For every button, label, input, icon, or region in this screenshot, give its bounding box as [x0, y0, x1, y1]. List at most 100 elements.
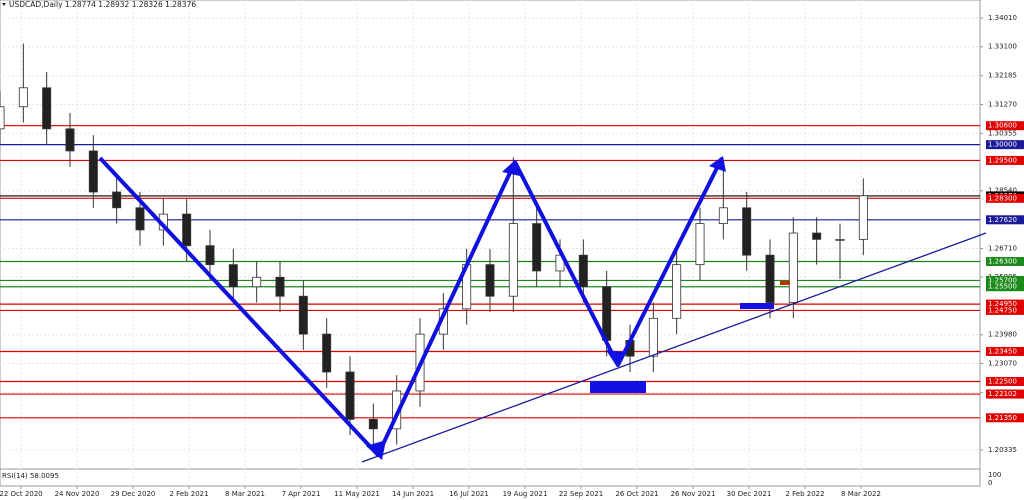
- level-label: 1.22102: [988, 390, 1017, 398]
- pattern-arrows: [98, 156, 724, 457]
- level-label: 1.27620: [988, 216, 1017, 224]
- candle-body: [0, 106, 5, 130]
- candle-body: [42, 87, 52, 130]
- candle-body: [578, 254, 588, 288]
- level-label-box: [986, 121, 1024, 131]
- level-label-box: [986, 193, 1024, 203]
- level-label-box: [986, 299, 1024, 309]
- candle-body: [485, 264, 495, 297]
- zone: [590, 381, 646, 393]
- candle-body: [182, 213, 192, 247]
- level-label: 1.29500: [988, 156, 1017, 164]
- arrow-head: [502, 160, 520, 176]
- y-tick-label: 1.26710: [988, 245, 1017, 253]
- indicator-tick: 0: [988, 479, 992, 487]
- level-label: 1.24750: [988, 306, 1017, 314]
- y-tick-label: 1.34010: [988, 14, 1017, 22]
- candle-body: [835, 238, 845, 241]
- y-tick-label: 1.33100: [988, 43, 1017, 51]
- candle-body: [812, 232, 822, 240]
- y-tick-label: 1.31270: [988, 101, 1017, 109]
- arrow-head: [366, 440, 386, 460]
- x-tick-label: 8 Mar 2022: [841, 490, 881, 498]
- level-label-box: [986, 256, 1024, 266]
- grid: [0, 0, 980, 486]
- x-tick-label: 19 Aug 2021: [503, 490, 548, 498]
- candle-body: [718, 207, 728, 224]
- candle-body: [345, 371, 355, 420]
- zone: [780, 281, 790, 285]
- candle-body: [858, 195, 868, 240]
- level-label-box: [986, 275, 1024, 285]
- menu-icon[interactable]: [2, 3, 6, 6]
- level-label-box: [986, 413, 1024, 423]
- level-label-box: [986, 282, 1024, 292]
- arrow-head: [709, 156, 726, 172]
- level-label: 1.21350: [988, 414, 1017, 422]
- candle-body: [368, 418, 378, 430]
- candle-body: [252, 276, 262, 288]
- candle-body: [228, 264, 238, 288]
- indicator-tick: 100: [988, 471, 1001, 479]
- level-label: 1.24950: [988, 300, 1017, 308]
- candle-body: [648, 317, 658, 357]
- candle-body: [788, 232, 798, 303]
- candle-body: [742, 207, 752, 256]
- x-tick-label: 8 Mar 2021: [225, 490, 265, 498]
- y-tick-label: 1.30355: [988, 129, 1017, 137]
- x-tick-label: 30 Dec 2021: [727, 490, 772, 498]
- level-label: 1.22500: [988, 377, 1017, 385]
- level-label-box: [986, 389, 1024, 399]
- x-tick-label: 24 Nov 2020: [55, 490, 100, 498]
- y-tick-label: 1.32185: [988, 72, 1017, 80]
- level-label-box: [986, 140, 1024, 150]
- x-tick-label: 26 Nov 2021: [671, 490, 716, 498]
- candle-body: [205, 245, 215, 266]
- x-tick-label: 7 Apr 2021: [282, 490, 321, 498]
- candle-body: [88, 150, 98, 193]
- indicator-label: RSI(14) 58.0095: [2, 472, 59, 480]
- x-tick-label: 2 Feb 2021: [169, 490, 208, 498]
- level-label-box: [986, 155, 1024, 165]
- arrow-head: [606, 350, 624, 367]
- plot-frame: [0, 0, 981, 487]
- candle-body: [672, 264, 682, 319]
- candle-body: [135, 207, 145, 231]
- y-tick-label: 1.20335: [988, 446, 1017, 454]
- trend-line: [361, 232, 987, 463]
- x-tick-label: 2 Feb 2022: [785, 490, 824, 498]
- level-label-box: [986, 215, 1024, 225]
- level-label: 1.25700: [988, 276, 1017, 284]
- candle-body: [18, 87, 28, 108]
- candle-body: [65, 128, 75, 152]
- annotations: [98, 156, 987, 463]
- candle-body: [765, 254, 775, 303]
- x-tick-label: 22 Oct 2020: [0, 490, 43, 498]
- chart-title: USDCAD,Daily 1.28774 1.28932 1.28326 1.2…: [9, 0, 196, 9]
- x-tick-label: 29 Dec 2020: [111, 490, 156, 498]
- level-label: 1.30000: [988, 141, 1017, 149]
- x-tick-label: 16 Jul 2021: [449, 490, 489, 498]
- candle-body: [112, 191, 122, 209]
- candle-body: [695, 223, 705, 266]
- y-tick-label: 1.28540: [988, 187, 1017, 195]
- candle-body: [322, 333, 332, 373]
- level-label: 1.28300: [988, 194, 1017, 202]
- level-label-box: [986, 376, 1024, 386]
- x-tick-label: 26 Oct 2021: [615, 490, 658, 498]
- level-label: 1.26300: [988, 257, 1017, 265]
- y-tick-label: 1.23070: [988, 359, 1017, 367]
- candle-body: [508, 223, 518, 297]
- x-tick-label: 14 Jun 2021: [392, 490, 434, 498]
- y-tick-label: 1.23980: [988, 331, 1017, 339]
- candle-body: [298, 295, 308, 335]
- candle-body: [275, 276, 285, 297]
- candle-body: [602, 286, 612, 341]
- candle-body: [532, 223, 542, 272]
- level-label-box: [986, 305, 1024, 315]
- zone: [740, 303, 774, 309]
- candles: [0, 43, 868, 447]
- level-label-box: [986, 346, 1024, 356]
- x-tick-label: 11 May 2021: [334, 490, 380, 498]
